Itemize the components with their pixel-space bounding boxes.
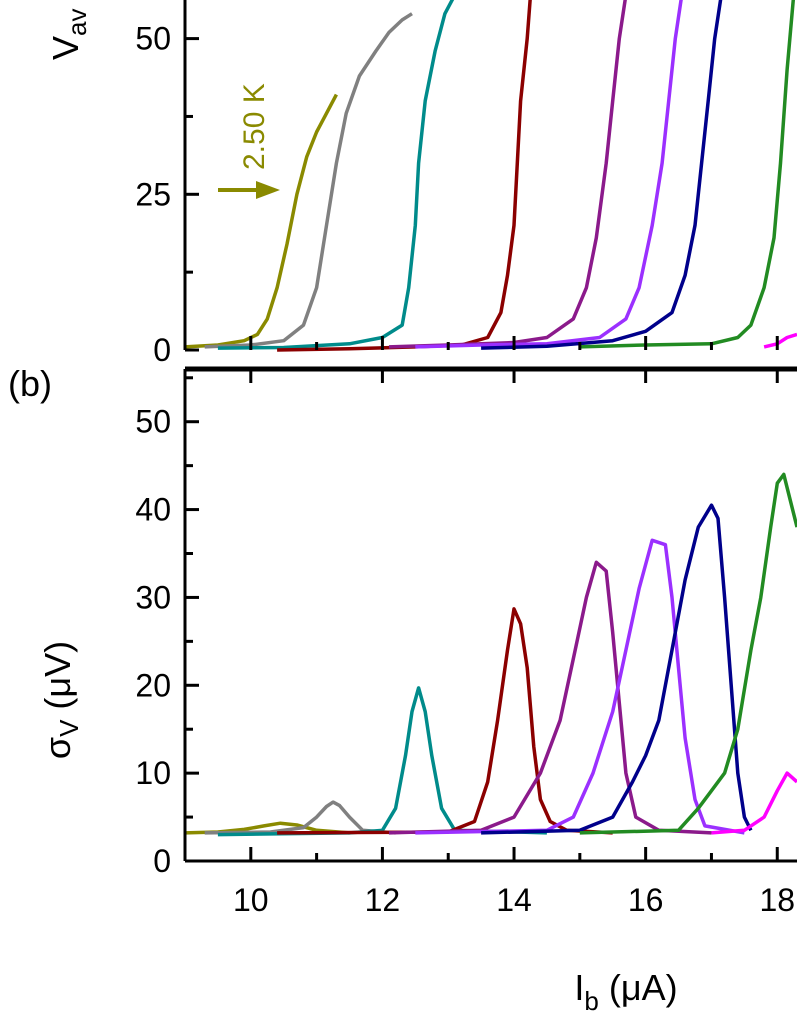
panel-a-ytick-label: 25 — [135, 176, 171, 212]
panel-b-ytick-label: 50 — [135, 404, 171, 440]
panel-b-series-line-7 — [579, 472, 797, 835]
panel-a-series-line-2 — [217, 0, 455, 350]
panel-b-xtick-label: 12 — [365, 882, 401, 918]
annotation-2-50K: 2.50 K — [218, 83, 280, 199]
panel-a-series-line-3 — [277, 0, 532, 352]
panel-a-series-line-6 — [481, 0, 723, 350]
panel-b-label: (b) — [8, 363, 52, 404]
panel-a-series-line-0 — [184, 93, 338, 349]
panel-b-ytick-label: 40 — [135, 492, 171, 528]
panel-a-ytick-label: 50 — [135, 21, 171, 57]
panel-b-series — [184, 472, 797, 837]
panel-a-series — [184, 0, 797, 352]
panel-a-ylabel-main: V — [45, 36, 86, 60]
panel-b-ylabel-sub: V — [54, 719, 84, 737]
panel-b-series-line-4 — [388, 560, 712, 835]
panel-a-series-line-1 — [204, 12, 413, 349]
panel-a-series-line-5 — [415, 0, 683, 349]
panel-a-axes: 0 25 50 — [135, 0, 779, 368]
panel-a-ylabel: Vav — [45, 9, 92, 60]
annotation-label: 2.50 K — [238, 83, 271, 170]
panel-b-ytick-label: 30 — [135, 579, 171, 615]
panel-a: 0 25 50 Vav 2.50 K — [45, 0, 797, 368]
panel-b-xlabel-main: I — [574, 967, 584, 1008]
panel-b-ylabel-main: σ — [37, 737, 78, 759]
panel-a-ylabel-sub: av — [62, 9, 92, 36]
panel-b-series-line-8 — [711, 771, 797, 835]
annotation-arrow-head — [256, 181, 280, 199]
panel-b-ylabel: σV (μV) — [37, 641, 84, 759]
panel-b-xtick-label: 14 — [496, 882, 532, 918]
panel-b-ylabel-unit: (μV) — [37, 641, 78, 720]
panel-b-ytick-label: 10 — [135, 755, 171, 791]
panel-a-ytick-label: 0 — [153, 332, 171, 368]
panel-a-series-line-4 — [388, 0, 627, 349]
panel-b-ytick-label: 20 — [135, 667, 171, 703]
panel-b-series-line-5 — [415, 538, 745, 835]
panel-b-series-line-1 — [204, 800, 396, 835]
panel-a-series-line-8 — [763, 332, 797, 349]
panel-b-xlabel-sub: b — [584, 986, 598, 1016]
panel-b-xtick-label: 10 — [233, 882, 269, 918]
panel-b-series-line-6 — [481, 503, 753, 835]
panel-b-xtick-label: 16 — [628, 882, 664, 918]
panel-b-xlabel-unit: (μA) — [599, 967, 678, 1008]
panel-b-axes: 0 10 20 30 40 50 10 12 14 16 18 — [135, 369, 797, 918]
panel-b-series-line-3 — [277, 607, 613, 835]
panel-b: 0 10 20 30 40 50 10 12 14 16 18 (b) σV (μV) Ib (μA… — [8, 363, 797, 1016]
panel-b-xlabel: Ib (μA) — [574, 967, 677, 1016]
panel-a-series-line-7 — [579, 0, 796, 349]
panel-b-xtick-label: 18 — [759, 882, 795, 918]
panel-b-ytick-label: 0 — [153, 843, 171, 879]
